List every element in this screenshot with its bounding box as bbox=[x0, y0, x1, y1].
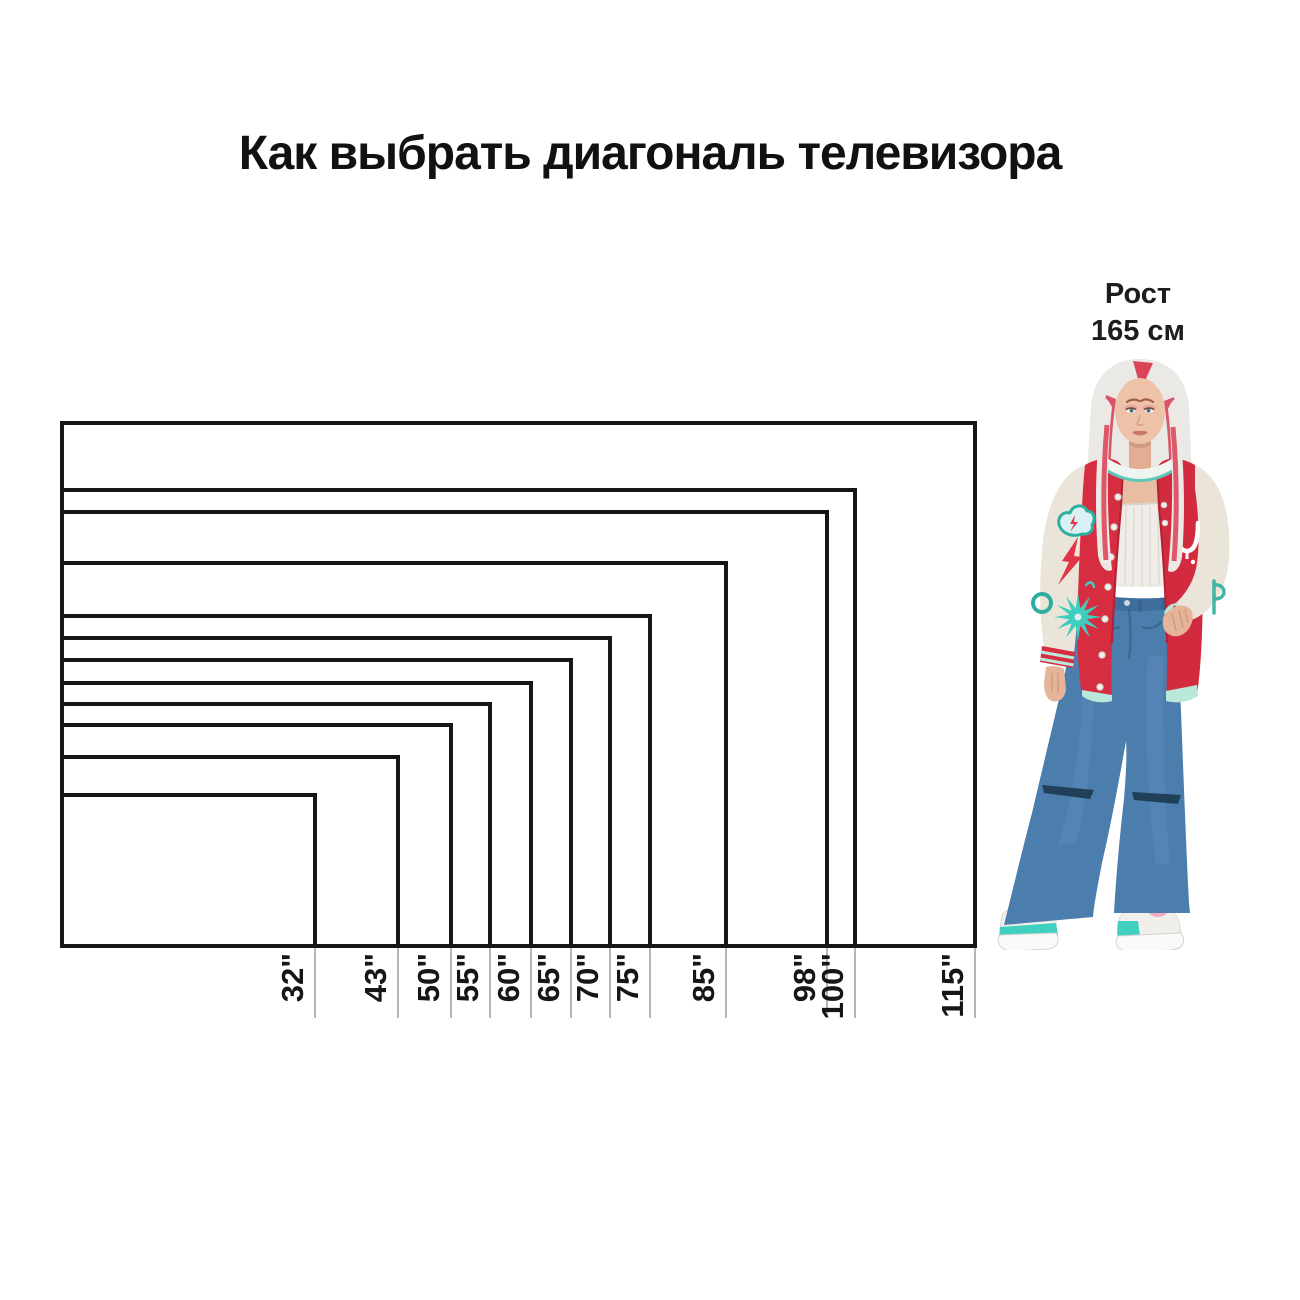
tick-98 bbox=[826, 946, 828, 1018]
height-label: Рост 165 см bbox=[1038, 276, 1238, 350]
sleeve-embroidery-icon bbox=[1031, 579, 1226, 615]
tick-55 bbox=[489, 946, 491, 1018]
tick-32 bbox=[314, 946, 316, 1018]
tick-75 bbox=[649, 946, 651, 1018]
size-label-70: 70" bbox=[570, 953, 605, 1003]
height-label-line1: Рост bbox=[1104, 278, 1172, 310]
tick-65 bbox=[570, 946, 572, 1018]
size-label-50: 50" bbox=[411, 953, 446, 1003]
tick-70 bbox=[609, 946, 611, 1018]
tick-115 bbox=[974, 946, 976, 1018]
height-label-line2: 165 см bbox=[1090, 315, 1186, 347]
size-label-55: 55" bbox=[450, 953, 485, 1003]
face bbox=[1115, 378, 1165, 472]
size-label-32: 32" bbox=[275, 953, 310, 1003]
tick-60 bbox=[530, 946, 532, 1018]
size-label-65: 65" bbox=[531, 953, 566, 1003]
size-label-85: 85" bbox=[686, 953, 721, 1003]
tank-top bbox=[1114, 502, 1166, 587]
size-label-60: 60" bbox=[491, 953, 526, 1003]
person-figure bbox=[997, 359, 1230, 950]
size-label-43: 43" bbox=[358, 953, 393, 1003]
hair-front bbox=[1096, 398, 1184, 572]
tick-85 bbox=[725, 946, 727, 1018]
size-label-75: 75" bbox=[610, 953, 645, 1003]
tick-100 bbox=[854, 946, 856, 1018]
starburst-patch-icon bbox=[1054, 581, 1102, 641]
hands bbox=[1044, 605, 1193, 702]
page-title: Как выбрать диагональ телевизора bbox=[238, 127, 1063, 180]
size-label-98: 98" bbox=[787, 953, 822, 1003]
tick-43 bbox=[397, 946, 399, 1018]
cloud-lightning-patch-icon bbox=[1057, 504, 1096, 585]
tv-rect-32 bbox=[60, 793, 317, 948]
size-label-115: 115" bbox=[935, 953, 970, 1018]
tick-50 bbox=[450, 946, 452, 1018]
